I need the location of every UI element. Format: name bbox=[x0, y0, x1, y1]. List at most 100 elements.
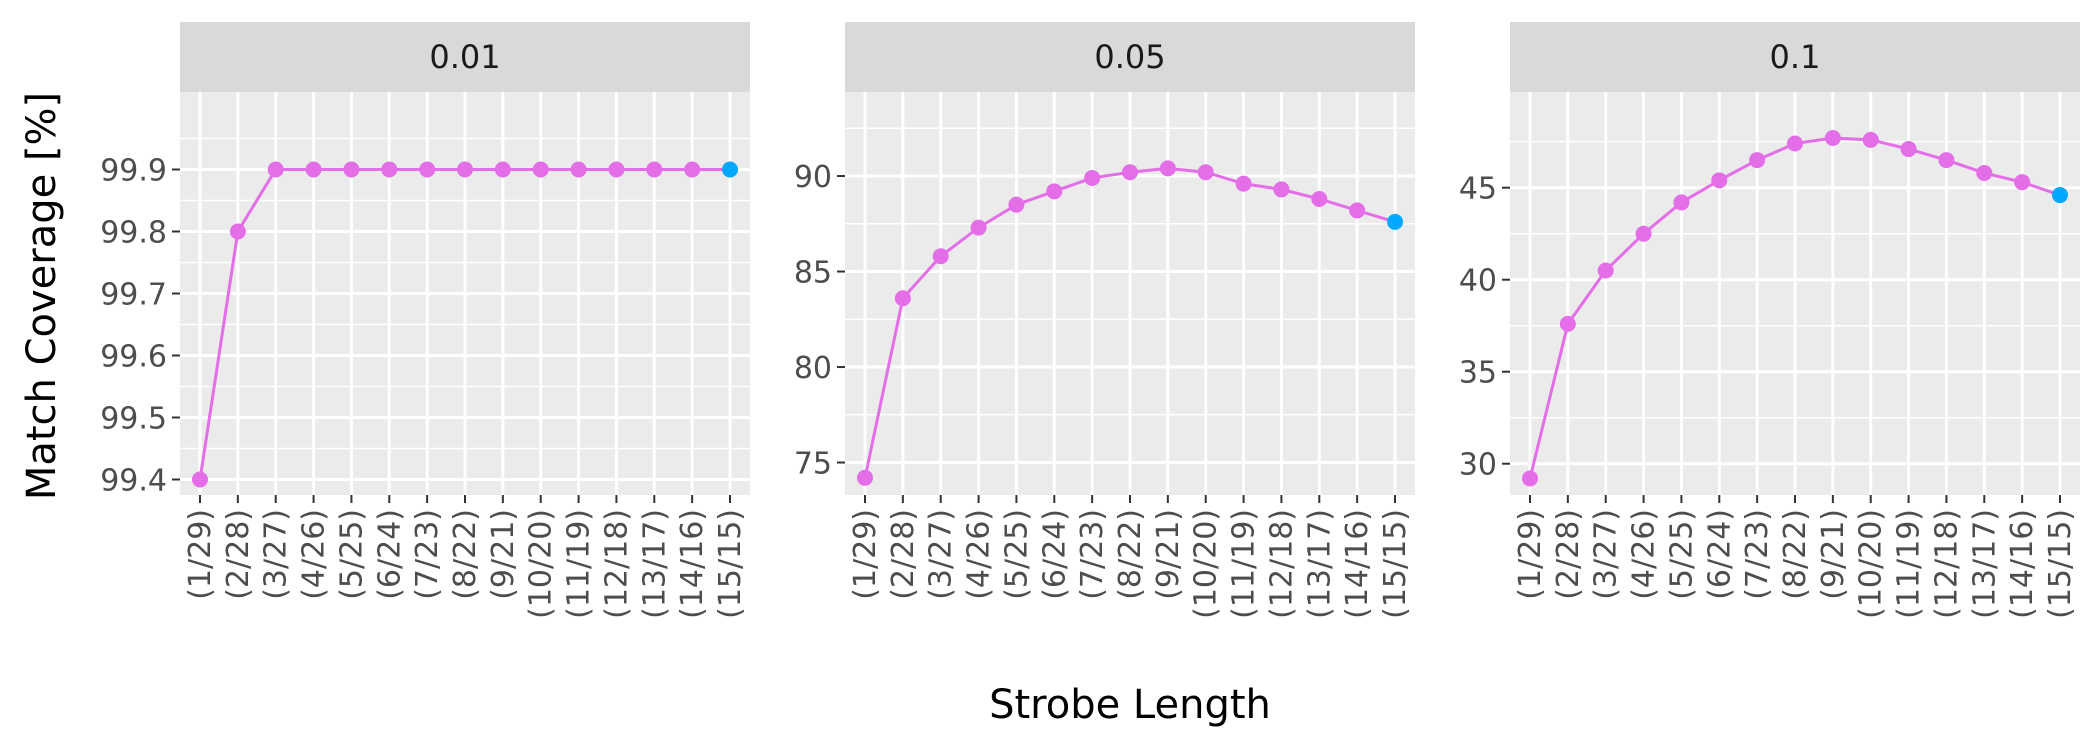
data-point bbox=[1235, 175, 1252, 192]
y-tick-label: 85 bbox=[794, 256, 832, 291]
x-tick-label: (13/17) bbox=[1967, 509, 2002, 619]
data-point-highlight bbox=[1387, 213, 1403, 230]
data-point-highlight bbox=[722, 161, 738, 178]
x-tick-label: (10/20) bbox=[524, 509, 559, 619]
x-tick-label: (13/17) bbox=[1302, 509, 1337, 619]
data-point bbox=[1008, 196, 1025, 213]
y-tick-label: 99.5 bbox=[100, 402, 167, 437]
data-point bbox=[684, 161, 701, 178]
x-tick-label: (15/15) bbox=[2043, 509, 2078, 619]
data-point bbox=[932, 248, 949, 265]
x-tick-label: (6/24) bbox=[1037, 509, 1072, 600]
data-point bbox=[570, 161, 587, 178]
data-point bbox=[646, 161, 663, 178]
y-tick-label: 99.7 bbox=[100, 278, 167, 313]
facet-strip bbox=[180, 22, 750, 92]
data-point bbox=[1349, 202, 1366, 219]
data-point bbox=[192, 471, 208, 488]
x-tick-label: (8/22) bbox=[1113, 509, 1148, 600]
x-tick-label: (11/19) bbox=[562, 509, 597, 619]
data-point bbox=[1311, 190, 1328, 207]
data-point bbox=[1597, 262, 1614, 279]
panel-1: 0.01 99.4 99.5 99.6 99.7 99.8 99.9 (1/29) (2/28)… bbox=[100, 22, 750, 619]
y-tick-label: 75 bbox=[794, 447, 832, 482]
x-tick-label: (1/29) bbox=[848, 509, 883, 600]
x-axis-title: Strobe Length bbox=[989, 682, 1271, 728]
x-tick-label: (10/20) bbox=[1189, 509, 1224, 619]
data-point bbox=[532, 161, 549, 178]
x-tick-label: (4/26) bbox=[1627, 509, 1662, 600]
x-tick-label: (7/23) bbox=[410, 509, 445, 600]
x-tick-label: (9/21) bbox=[486, 509, 521, 600]
data-point bbox=[1900, 141, 1917, 158]
x-tick-label: (10/20) bbox=[1854, 509, 1889, 619]
x-tick-label: (3/27) bbox=[1589, 509, 1624, 600]
data-point bbox=[608, 161, 625, 178]
data-point bbox=[1787, 135, 1803, 152]
facet-strip-label: 0.1 bbox=[1770, 38, 1821, 76]
y-tick-label: 99.4 bbox=[100, 464, 167, 499]
data-point bbox=[343, 161, 360, 178]
data-point bbox=[1711, 172, 1728, 189]
x-tick-label: (2/28) bbox=[1551, 509, 1586, 600]
facet-strip bbox=[1510, 22, 2080, 92]
data-point bbox=[1522, 470, 1538, 487]
y-tick-label: 35 bbox=[1459, 356, 1497, 391]
x-tick-label: (4/26) bbox=[297, 509, 332, 600]
y-tick-label: 99.8 bbox=[100, 216, 167, 251]
data-point bbox=[1122, 164, 1138, 181]
data-point bbox=[1273, 181, 1290, 198]
data-point bbox=[857, 469, 873, 486]
x-tick-label: (1/29) bbox=[1513, 509, 1548, 600]
y-tick-label: 30 bbox=[1459, 448, 1497, 483]
panel-3: 0.1 30 35 40 45 (1/29) (2/28) (3/27) (4/26) (5/25… bbox=[1459, 22, 2080, 619]
data-point bbox=[457, 161, 473, 178]
y-tick-label: 40 bbox=[1459, 264, 1497, 299]
x-tick-label: (5/25) bbox=[334, 509, 369, 600]
data-point bbox=[1824, 130, 1841, 147]
data-point bbox=[1084, 169, 1101, 186]
x-tick-label: (12/18) bbox=[1929, 509, 1964, 619]
x-tick-label: (12/18) bbox=[1264, 509, 1299, 619]
facet-strip bbox=[845, 22, 1415, 92]
x-tick-label: (14/16) bbox=[2005, 509, 2040, 619]
x-tick-label: (6/24) bbox=[372, 509, 407, 600]
x-tick-label: (6/24) bbox=[1702, 509, 1737, 600]
x-tick-label: (14/16) bbox=[1340, 509, 1375, 619]
x-tick-label: (7/23) bbox=[1075, 509, 1110, 600]
data-point bbox=[1976, 164, 1993, 181]
x-tick-label: (1/29) bbox=[183, 509, 218, 600]
data-point bbox=[1046, 183, 1063, 200]
data-point bbox=[1197, 164, 1214, 181]
x-tick-label: (8/22) bbox=[448, 509, 483, 600]
facet-strip-label: 0.01 bbox=[429, 38, 500, 76]
x-tick-label: (2/28) bbox=[886, 509, 921, 600]
y-tick-label: 99.6 bbox=[100, 340, 167, 375]
x-tick-label: (4/26) bbox=[962, 509, 997, 600]
y-axis-title: Match Coverage [%] bbox=[19, 92, 65, 500]
data-point-highlight bbox=[2052, 187, 2068, 204]
data-point bbox=[267, 161, 284, 178]
data-point bbox=[381, 161, 398, 178]
x-tick-label: (3/27) bbox=[924, 509, 959, 600]
y-tick-label: 99.9 bbox=[100, 154, 167, 189]
x-tick-label: (9/21) bbox=[1151, 509, 1186, 600]
x-tick-label: (12/18) bbox=[599, 509, 634, 619]
data-point bbox=[305, 161, 322, 178]
data-point bbox=[229, 223, 246, 240]
data-point bbox=[894, 290, 911, 307]
x-tick-label: (13/17) bbox=[637, 509, 672, 619]
x-tick-label: (7/23) bbox=[1740, 509, 1775, 600]
x-tick-label: (14/16) bbox=[675, 509, 710, 619]
y-tick-label: 90 bbox=[794, 160, 832, 195]
data-point bbox=[1749, 152, 1766, 169]
x-tick-label: (15/15) bbox=[1378, 509, 1413, 619]
data-point bbox=[1159, 160, 1176, 177]
data-point bbox=[970, 219, 987, 236]
data-point bbox=[2014, 174, 2031, 191]
data-point bbox=[1635, 225, 1652, 242]
data-point bbox=[494, 161, 511, 178]
data-point bbox=[1559, 315, 1576, 332]
